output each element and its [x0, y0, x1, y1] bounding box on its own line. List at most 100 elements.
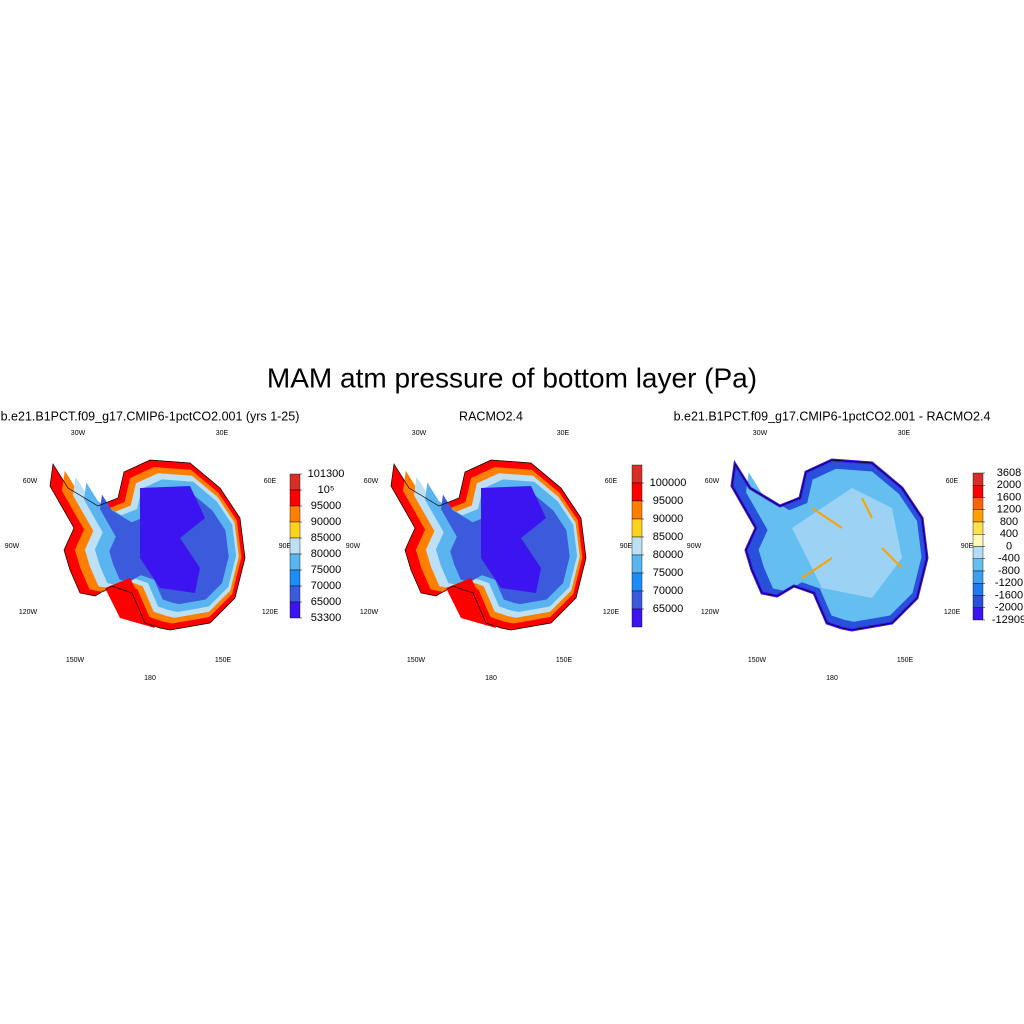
colorbar-box	[972, 534, 984, 547]
colorbar-label: 1600	[997, 491, 1021, 503]
longitude-label: 150E	[556, 657, 573, 664]
colorbar-label: -2000	[995, 602, 1023, 614]
colorbar-label: 90000	[653, 513, 684, 525]
longitude-label: 60W	[364, 478, 379, 485]
colorbar-box	[289, 553, 301, 571]
longitude-label: 150W	[748, 657, 767, 664]
colorbar-label: -12909	[992, 614, 1024, 626]
longitude-label: 90E	[279, 543, 292, 550]
colorbar-label: -800	[998, 565, 1020, 577]
longitude-label: 30W	[753, 430, 768, 437]
colorbar-label: -1600	[995, 589, 1023, 601]
colorbar-box	[631, 518, 643, 538]
colorbar-box	[631, 464, 643, 484]
colorbar-box	[972, 509, 984, 523]
colorbar-box	[631, 482, 643, 502]
colorbar-box	[972, 497, 984, 510]
longitude-label: 180	[144, 675, 156, 682]
colorbar-box	[631, 590, 643, 610]
colorbar-box	[289, 521, 301, 539]
colorbar-label: 101300	[308, 468, 345, 480]
longitude-label: 150E	[897, 657, 914, 664]
colorbar-box	[289, 505, 301, 523]
colorbar-box	[972, 595, 984, 608]
longitude-label: 60E	[605, 478, 618, 485]
colorbar-box	[289, 537, 301, 555]
longitude-label: 90W	[687, 543, 702, 550]
colorbar-box	[972, 521, 984, 535]
colorbar-label: 80000	[311, 548, 342, 560]
colorbar-box	[972, 570, 984, 584]
longitude-label: 30E	[557, 430, 570, 437]
colorbar-box	[972, 583, 984, 596]
colorbar-label: 75000	[653, 567, 684, 579]
longitude-label: 90W	[5, 543, 20, 550]
longitude-label: 30E	[898, 430, 911, 437]
colorbar-label: -1200	[995, 577, 1023, 589]
colorbar-label: 65000	[311, 596, 342, 608]
panel-title: RACMO2.4	[459, 409, 523, 423]
colorbar-box	[972, 558, 984, 572]
longitude-label: 90E	[961, 543, 974, 550]
map	[732, 460, 927, 630]
longitude-label: 30E	[216, 430, 229, 437]
colorbar-box	[631, 536, 643, 556]
colorbar-label: 10⁵	[318, 484, 335, 496]
longitude-label: 150E	[215, 657, 232, 664]
colorbar-label: 3608	[997, 467, 1021, 479]
colorbar-box	[631, 572, 643, 592]
longitude-label: 120W	[360, 609, 379, 616]
colorbar-label: 70000	[311, 580, 342, 592]
longitude-label: 120E	[944, 609, 961, 616]
longitude-label: 90E	[620, 543, 633, 550]
colorbar-box	[972, 472, 984, 486]
colorbar-label: 0	[1006, 540, 1012, 552]
colorbar-label: 75000	[311, 564, 342, 576]
figure-title: MAM atm pressure of bottom layer (Pa)	[267, 362, 757, 393]
panel-title: b.e21.B1PCT.f09_g17.CMIP6-1pctCO2.001 (y…	[1, 409, 300, 423]
colorbar-label: 70000	[653, 585, 684, 597]
panel-title: b.e21.B1PCT.f09_g17.CMIP6-1pctCO2.001 - …	[674, 409, 991, 423]
colorbar-box	[972, 485, 984, 498]
longitude-label: 150W	[407, 657, 426, 664]
longitude-label: 120W	[19, 609, 38, 616]
colorbar-box	[289, 569, 301, 587]
longitude-label: 90W	[346, 543, 361, 550]
colorbar-box	[289, 489, 301, 507]
colorbar-label: 85000	[653, 531, 684, 543]
longitude-label: 120W	[701, 609, 720, 616]
colorbar-label: 65000	[653, 603, 684, 615]
colorbar-box	[289, 601, 301, 619]
longitude-label: 120E	[603, 609, 620, 616]
colorbar-label: 2000	[997, 479, 1021, 491]
colorbar-box	[972, 607, 984, 621]
colorbar-label: 53300	[311, 612, 342, 624]
longitude-label: 30W	[412, 430, 427, 437]
map	[391, 460, 586, 630]
colorbar-label: 85000	[311, 532, 342, 544]
longitude-label: 60E	[946, 478, 959, 485]
longitude-label: 180	[485, 675, 497, 682]
colorbar-label: 95000	[653, 495, 684, 507]
colorbar-box	[631, 554, 643, 574]
longitude-label: 120E	[262, 609, 279, 616]
longitude-label: 60W	[23, 478, 38, 485]
colorbar-box	[289, 473, 301, 491]
longitude-label: 60W	[705, 478, 720, 485]
colorbar-label: 90000	[311, 516, 342, 528]
colorbar-label: -400	[998, 553, 1020, 565]
colorbar-box	[972, 546, 984, 559]
colorbar-label: 1200	[997, 504, 1021, 516]
colorbar-label: 800	[1000, 516, 1018, 528]
longitude-label: 30W	[71, 430, 86, 437]
colorbar-box	[631, 500, 643, 520]
colorbar-label: 100000	[650, 477, 687, 489]
colorbar-box	[631, 608, 643, 628]
colorbar-label: 95000	[311, 500, 342, 512]
colorbar-label: 400	[1000, 528, 1018, 540]
map	[50, 460, 245, 630]
longitude-label: 180	[826, 675, 838, 682]
longitude-label: 150W	[66, 657, 85, 664]
